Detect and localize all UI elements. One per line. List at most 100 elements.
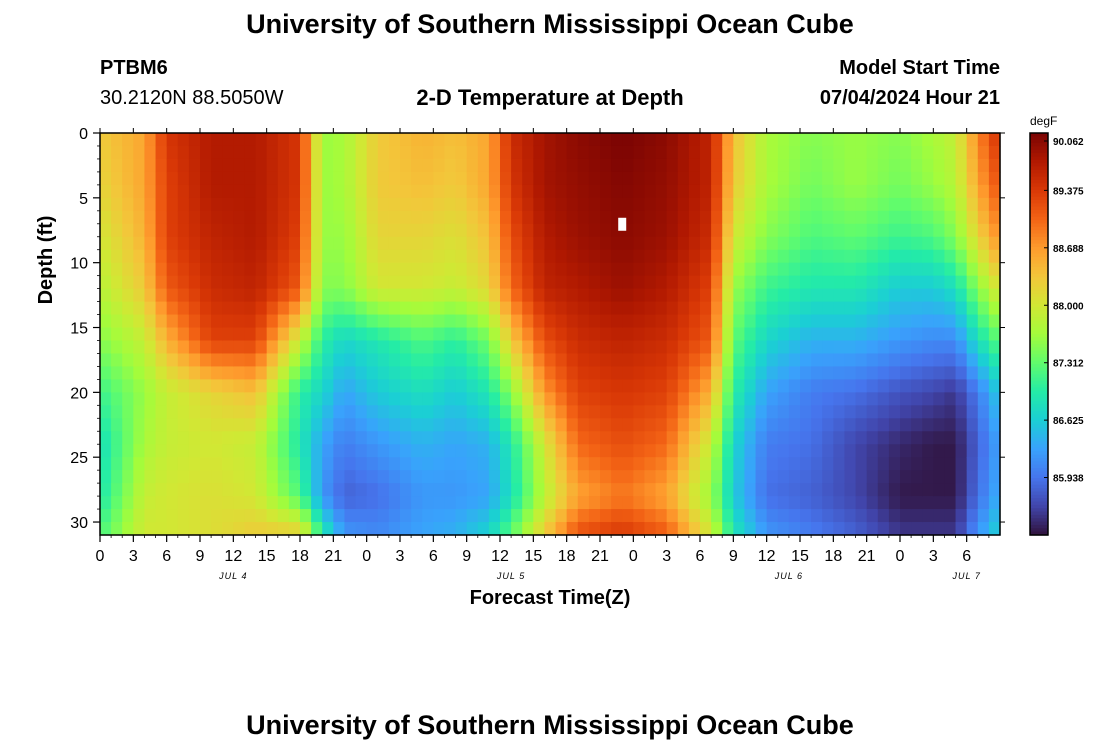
heatmap-cell xyxy=(922,457,934,471)
model-start-time: 07/04/2024 Hour 21 xyxy=(819,87,1000,109)
heatmap-cell xyxy=(377,158,390,173)
heatmap-cell xyxy=(877,431,890,445)
heatmap-cell xyxy=(977,288,990,303)
heatmap-cell xyxy=(544,145,557,160)
x-tick-label: 3 xyxy=(929,548,938,565)
heatmap-cell xyxy=(733,418,746,432)
heatmap-cell xyxy=(533,145,546,160)
heatmap-cell xyxy=(144,158,157,173)
heatmap-cell xyxy=(444,392,457,406)
heatmap-cell xyxy=(166,249,179,264)
heatmap-cell xyxy=(166,275,179,290)
heatmap-cell xyxy=(766,210,779,225)
heatmap-cell xyxy=(144,249,157,264)
heatmap-cell xyxy=(355,236,368,251)
heatmap-cell xyxy=(700,405,712,419)
heatmap-cell xyxy=(266,249,279,264)
heatmap-cell xyxy=(955,522,968,536)
heatmap-cell xyxy=(466,236,479,251)
heatmap-cell xyxy=(922,184,934,199)
heatmap-cell xyxy=(733,340,746,355)
heatmap-cell xyxy=(933,470,946,484)
heatmap-cell xyxy=(711,184,723,199)
heatmap-cell xyxy=(188,145,201,160)
heatmap-cell xyxy=(800,184,812,199)
heatmap-cell xyxy=(422,392,434,406)
heatmap-cell xyxy=(122,314,134,329)
heatmap-cell xyxy=(288,288,301,303)
heatmap-cell xyxy=(466,379,479,393)
heatmap-cell xyxy=(433,483,446,497)
heatmap-cell xyxy=(366,509,379,523)
heatmap-cell xyxy=(944,262,957,277)
heatmap-cell xyxy=(833,314,846,329)
heatmap-cell xyxy=(288,301,301,316)
heatmap-cell xyxy=(255,236,268,251)
colorbar-segment xyxy=(1030,464,1048,469)
heatmap-cell xyxy=(844,210,857,225)
heatmap-cell xyxy=(955,197,968,212)
heatmap-cell xyxy=(733,275,746,290)
heatmap-cell xyxy=(400,314,412,329)
heatmap-cell xyxy=(200,145,212,160)
heatmap-cell xyxy=(600,301,612,316)
heatmap-cell xyxy=(355,184,368,199)
heatmap-cell xyxy=(700,288,712,303)
heatmap-cell xyxy=(166,353,179,368)
heatmap-cell xyxy=(222,483,234,497)
heatmap-cell xyxy=(988,327,1001,342)
colorbar-segment xyxy=(1030,153,1048,158)
heatmap-cell xyxy=(677,392,690,406)
heatmap-cell xyxy=(511,133,523,147)
heatmap-cell xyxy=(344,288,357,303)
heatmap-cell xyxy=(422,470,434,484)
heatmap-cell xyxy=(311,171,323,186)
heatmap-cell xyxy=(722,249,734,264)
heatmap-cell xyxy=(477,262,490,277)
heatmap-cell xyxy=(988,249,1001,264)
heatmap-cell xyxy=(622,366,634,380)
heatmap-cell xyxy=(566,418,579,432)
heatmap-cell xyxy=(344,133,357,147)
heatmap-cell xyxy=(244,210,257,225)
heatmap-cell xyxy=(622,522,634,536)
heatmap-cell xyxy=(700,366,712,380)
heatmap-cell xyxy=(100,392,112,406)
heatmap-cell xyxy=(633,145,646,160)
heatmap-cell xyxy=(866,314,879,329)
heatmap-cell xyxy=(688,314,701,329)
heatmap-cell xyxy=(733,171,746,186)
heatmap-cell xyxy=(911,379,923,393)
heatmap-cell xyxy=(377,275,390,290)
heatmap-cell xyxy=(500,340,512,355)
heatmap-cell xyxy=(277,133,290,147)
heatmap-cell xyxy=(222,301,234,316)
heatmap-cell xyxy=(877,457,890,471)
heatmap-cell xyxy=(977,405,990,419)
heatmap-cell xyxy=(177,275,190,290)
heatmap-cell xyxy=(200,262,212,277)
heatmap-cell xyxy=(266,275,279,290)
heatmap-cell xyxy=(255,184,268,199)
heatmap-cell xyxy=(700,392,712,406)
heatmap-cell xyxy=(744,496,757,510)
heatmap-cell xyxy=(844,223,857,238)
heatmap-cell xyxy=(711,236,723,251)
heatmap-cell xyxy=(966,522,979,536)
heatmap-cell xyxy=(755,431,768,445)
heatmap-cell xyxy=(966,457,979,471)
heatmap-cell xyxy=(333,327,346,342)
heatmap-cell xyxy=(177,431,190,445)
heatmap-cell xyxy=(988,431,1001,445)
heatmap-cell xyxy=(855,431,868,445)
heatmap-cell xyxy=(422,340,434,355)
heatmap-cell xyxy=(944,249,957,264)
heatmap-cell xyxy=(555,509,568,523)
heatmap-cell xyxy=(366,236,379,251)
heatmap-cell xyxy=(377,197,390,212)
heatmap-cell xyxy=(411,210,423,225)
heatmap-cell xyxy=(255,197,268,212)
heatmap-cell xyxy=(977,431,990,445)
heatmap-cell xyxy=(877,301,890,316)
heatmap-cell xyxy=(522,236,534,251)
